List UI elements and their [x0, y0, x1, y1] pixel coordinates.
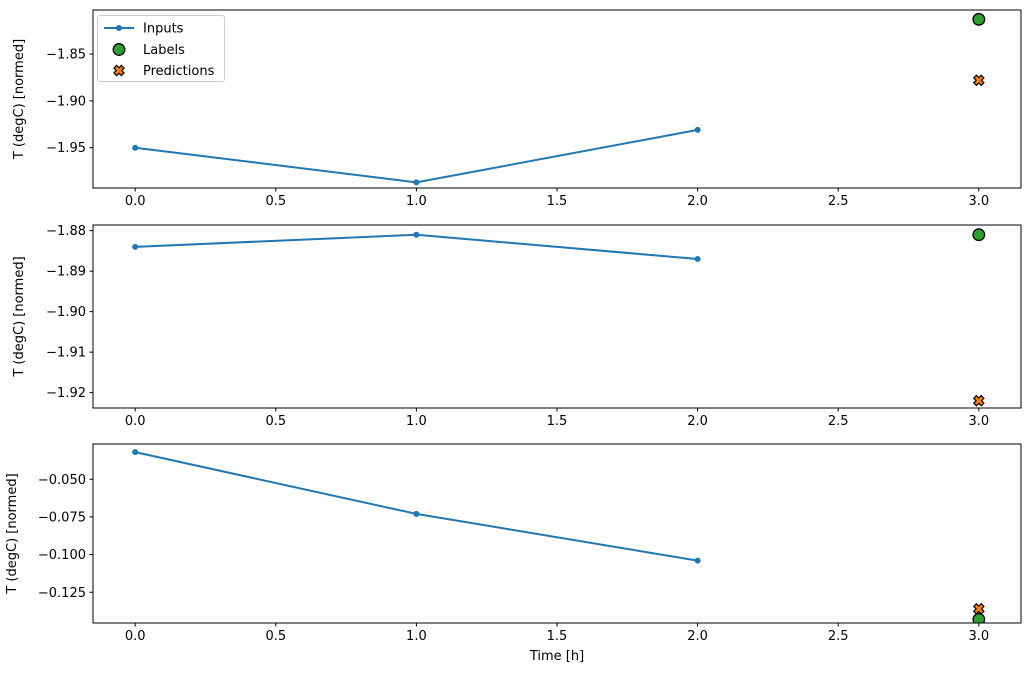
x-tick-label: 2.0 — [687, 629, 708, 644]
legend: Inputs Labels Predictions — [97, 15, 225, 82]
y-axis-label: T (degC) [normed] — [12, 39, 27, 160]
x-tick-label: 1.5 — [547, 414, 568, 429]
inputs-line — [135, 128, 698, 184]
subplot-3: 0.0 0.5 1.0 1.5 2.0 2.5 3.0 −0.050 −0.075 −0.100 −… — [5, 443, 1022, 664]
inputs-point — [694, 126, 701, 133]
x-tick-label: 1.5 — [547, 194, 568, 209]
y-tick-label: −1.95 — [46, 141, 86, 156]
y-tick-label: −1.92 — [46, 386, 86, 401]
y-tick-label: −1.90 — [46, 94, 86, 109]
x-tick-label: 2.5 — [828, 194, 849, 209]
x-tick-label: 2.5 — [828, 629, 849, 644]
x-tick-label: 1.0 — [406, 194, 427, 209]
inputs-line — [135, 233, 698, 261]
axes-frame — [92, 9, 1022, 189]
legend-dot-sample — [116, 25, 122, 31]
y-axis-label: T (degC) [normed] — [12, 256, 27, 377]
x-axis-label: Time [h] — [529, 649, 584, 664]
legend-label: Predictions — [143, 64, 215, 79]
subplot-2: 0.0 0.5 1.0 1.5 2.0 2.5 3.0 −1.88 −1.89 −1.90 −1.9… — [12, 224, 1022, 429]
x-tick-label: 1.0 — [406, 414, 427, 429]
predictions-marker — [972, 394, 985, 407]
y-tick-label: −0.050 — [38, 473, 86, 488]
x-tick-label: 0.0 — [125, 194, 146, 209]
inputs-point — [132, 243, 139, 250]
inputs-line — [134, 451, 698, 562]
y-axis-label: T (degC) [normed] — [5, 473, 20, 594]
legend-item-labels: Labels — [112, 43, 185, 58]
legend-label: Inputs — [143, 22, 184, 37]
legend-box — [97, 15, 225, 82]
y-tick-label: −1.85 — [46, 48, 86, 63]
predictions-marker — [972, 602, 985, 615]
inputs-point — [413, 179, 420, 186]
x-tick-label: 0.5 — [265, 194, 286, 209]
y-tick-label: −0.100 — [38, 548, 86, 563]
subplot-1: 0.0 0.5 1.0 1.5 2.0 2.5 3.0 −1.85 −1.90 −1.95 T (d… — [12, 9, 1022, 209]
series-layer — [132, 12, 986, 186]
axes-frame — [92, 443, 1022, 624]
x-tick-label: 1.0 — [406, 629, 427, 644]
series-layer — [132, 228, 986, 407]
x-tick-label: 3.0 — [968, 414, 989, 429]
x-tick-label: 0.5 — [265, 629, 286, 644]
labels-marker — [972, 612, 986, 623]
x-tick-label: 0.0 — [125, 414, 146, 429]
legend-item-inputs: Inputs — [104, 22, 184, 37]
x-tick-label: 2.0 — [687, 414, 708, 429]
inputs-point — [694, 256, 701, 263]
legend-marker-sample — [112, 43, 126, 56]
inputs-point — [413, 231, 420, 238]
x-tick-label: 2.5 — [828, 414, 849, 429]
legend-label: Labels — [143, 43, 185, 58]
x-tick-label: 0.0 — [125, 629, 146, 644]
series-layer — [132, 449, 986, 623]
inputs-point — [694, 557, 701, 564]
x-tick-label: 3.0 — [968, 194, 989, 209]
x-tick-label: 3.0 — [968, 629, 989, 644]
y-tick-label: −0.075 — [38, 510, 86, 525]
y-tick-label: −1.90 — [46, 305, 86, 320]
labels-marker — [972, 228, 986, 242]
y-tick-label: −1.89 — [46, 265, 86, 280]
x-tick-label: 1.5 — [547, 629, 568, 644]
x-tick-label: 0.5 — [265, 414, 286, 429]
inputs-point — [413, 510, 420, 517]
y-tick-label: −0.125 — [38, 586, 86, 601]
x-tick-label: 2.0 — [687, 194, 708, 209]
y-tick-label: −1.88 — [46, 224, 86, 239]
legend-item-predictions: Predictions — [113, 64, 215, 79]
legend-marker-sample — [113, 64, 125, 77]
labels-marker — [972, 12, 986, 26]
axes-frame — [92, 224, 1022, 409]
predictions-marker — [972, 74, 985, 87]
inputs-point — [132, 144, 139, 151]
y-tick-label: −1.91 — [46, 346, 86, 361]
inputs-point — [132, 449, 139, 456]
